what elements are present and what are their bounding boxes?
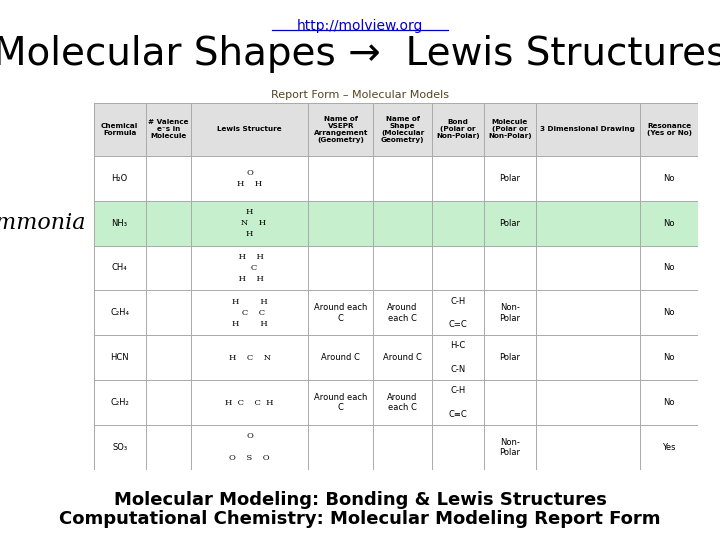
Text: Around
each C: Around each C — [387, 303, 418, 322]
Text: Bond
(Polar or
Non-Polar): Bond (Polar or Non-Polar) — [436, 119, 480, 139]
Text: Report Form – Molecular Models: Report Form – Molecular Models — [271, 90, 449, 100]
Text: Molecular Shapes →  Lewis Structures: Molecular Shapes → Lewis Structures — [0, 35, 720, 73]
Text: H  C    C  H: H C C H — [225, 399, 274, 407]
Text: Around C: Around C — [383, 353, 422, 362]
Text: Around each
C: Around each C — [314, 303, 367, 322]
Text: Name of
VSEPR
Arrangement
(Geometry): Name of VSEPR Arrangement (Geometry) — [313, 116, 368, 143]
Text: Around C: Around C — [321, 353, 360, 362]
Text: No: No — [663, 219, 675, 228]
Text: SO₃: SO₃ — [112, 443, 127, 452]
Text: H₂O: H₂O — [112, 174, 127, 183]
Text: C₂H₂: C₂H₂ — [110, 398, 129, 407]
Text: Ammonia: Ammonia — [0, 212, 86, 234]
Text: No: No — [663, 308, 675, 318]
Text: O
H    H: O H H — [237, 169, 262, 188]
Text: Polar: Polar — [499, 174, 521, 183]
Text: O

O    S    O: O O S O — [230, 433, 270, 462]
Text: Chemical
Formula: Chemical Formula — [101, 123, 138, 136]
Text: Around each
C: Around each C — [314, 393, 367, 412]
Text: HCN: HCN — [110, 353, 129, 362]
Text: H        H
   C    C
H        H: H H C C H H — [232, 298, 268, 328]
Text: Non-
Polar: Non- Polar — [499, 438, 521, 457]
Text: Polar: Polar — [499, 219, 521, 228]
Bar — [94, 103, 698, 156]
Text: No: No — [663, 174, 675, 183]
Text: Molecular Modeling: Bonding & Lewis Structures: Molecular Modeling: Bonding & Lewis Stru… — [114, 491, 606, 509]
Text: Around
each C: Around each C — [387, 393, 418, 412]
Text: Lewis Structure: Lewis Structure — [217, 126, 282, 132]
Text: No: No — [663, 353, 675, 362]
Text: Computational Chemistry: Molecular Modeling Report Form: Computational Chemistry: Molecular Model… — [59, 510, 661, 528]
Text: C₂H₄: C₂H₄ — [110, 308, 129, 318]
Text: H-C

C-N: H-C C-N — [450, 341, 465, 374]
Text: http://molview.org: http://molview.org — [297, 19, 423, 33]
Text: Polar: Polar — [499, 353, 521, 362]
Text: No: No — [663, 398, 675, 407]
Text: H    C    N: H C N — [229, 354, 271, 362]
Bar — [94, 201, 698, 246]
Text: 3 Dimensional Drawing: 3 Dimensional Drawing — [541, 126, 635, 132]
Text: No: No — [663, 264, 675, 273]
Text: C-H

C≡C: C-H C≡C — [449, 386, 467, 419]
Text: Resonance
(Yes or No): Resonance (Yes or No) — [647, 123, 692, 136]
Text: Yes: Yes — [662, 443, 676, 452]
Text: Non-
Polar: Non- Polar — [499, 303, 521, 322]
Text: CH₄: CH₄ — [112, 264, 127, 273]
Text: H    H
   C
 H    H: H H C H H — [235, 253, 264, 283]
Text: Name of
Shape
(Molecular
Geometry): Name of Shape (Molecular Geometry) — [381, 116, 424, 143]
Text: C-H

C=C: C-H C=C — [449, 296, 467, 329]
Text: # Valence
e⁻s in
Molecule: # Valence e⁻s in Molecule — [148, 119, 189, 139]
Text: H
   N    H
H: H N H H — [233, 208, 266, 238]
Text: Molecule
(Polar or
Non-Polar): Molecule (Polar or Non-Polar) — [488, 119, 531, 139]
Text: NH₃: NH₃ — [112, 219, 127, 228]
